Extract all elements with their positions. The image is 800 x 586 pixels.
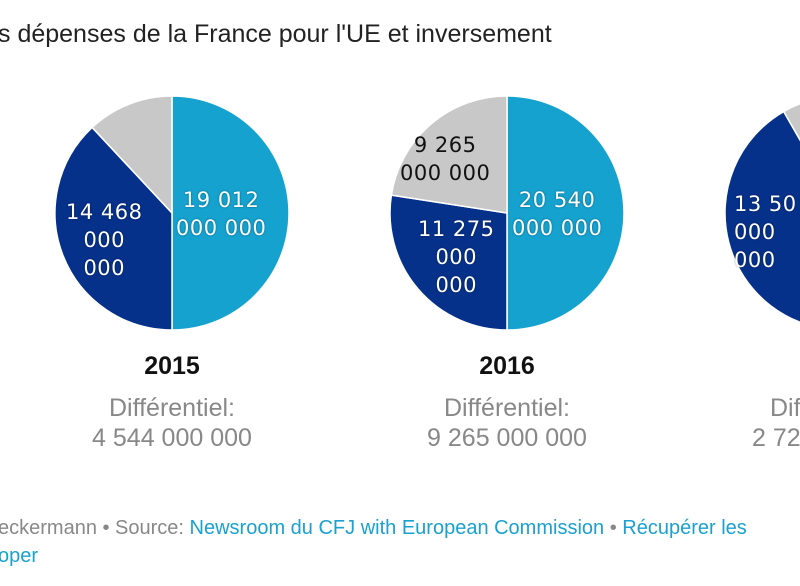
chart-title: s dépenses de la France pour l'UE et inv… bbox=[0, 20, 552, 48]
pie-slice bbox=[390, 95, 508, 214]
embed-link[interactable]: oper bbox=[0, 545, 39, 567]
slice-label: 14 468 000 000 bbox=[66, 200, 143, 280]
differential-label: Différentiel: bbox=[109, 394, 235, 422]
pie-title-2016: 2016 bbox=[479, 352, 535, 380]
pie-slice bbox=[54, 126, 173, 331]
pie-slice bbox=[389, 194, 508, 331]
differential-value: 4 544 000 000 bbox=[92, 424, 252, 452]
slice-label: 11 275 000 000 bbox=[418, 217, 495, 297]
pie-title-2015: 2015 bbox=[144, 352, 200, 380]
pie-slice bbox=[724, 110, 800, 323]
pie-slice bbox=[91, 95, 173, 215]
differential-label: Différentiel: bbox=[444, 394, 570, 422]
byline: eckermann • Source: bbox=[0, 517, 190, 539]
separator: • bbox=[604, 517, 623, 539]
pie-slice bbox=[506, 95, 625, 331]
slice-label: 19 012 000 000 bbox=[176, 188, 267, 240]
slice-label: 20 540 000 000 bbox=[512, 188, 603, 240]
pie-slice bbox=[171, 95, 290, 331]
footer: eckermann • Source: Newsroom du CFJ with… bbox=[0, 514, 747, 570]
slice-label: 13 50 000 000 bbox=[734, 192, 797, 272]
get-data-link[interactable]: Récupérer les bbox=[622, 517, 747, 539]
slice-label: 9 265 000 000 bbox=[400, 133, 491, 185]
differential-label: Dif bbox=[770, 394, 800, 422]
differential-value: 2 72 bbox=[752, 424, 800, 452]
pie-slice bbox=[782, 103, 800, 142]
differential-value: 9 265 000 000 bbox=[427, 424, 587, 452]
source-link[interactable]: Newsroom du CFJ with European Commission bbox=[189, 517, 605, 539]
